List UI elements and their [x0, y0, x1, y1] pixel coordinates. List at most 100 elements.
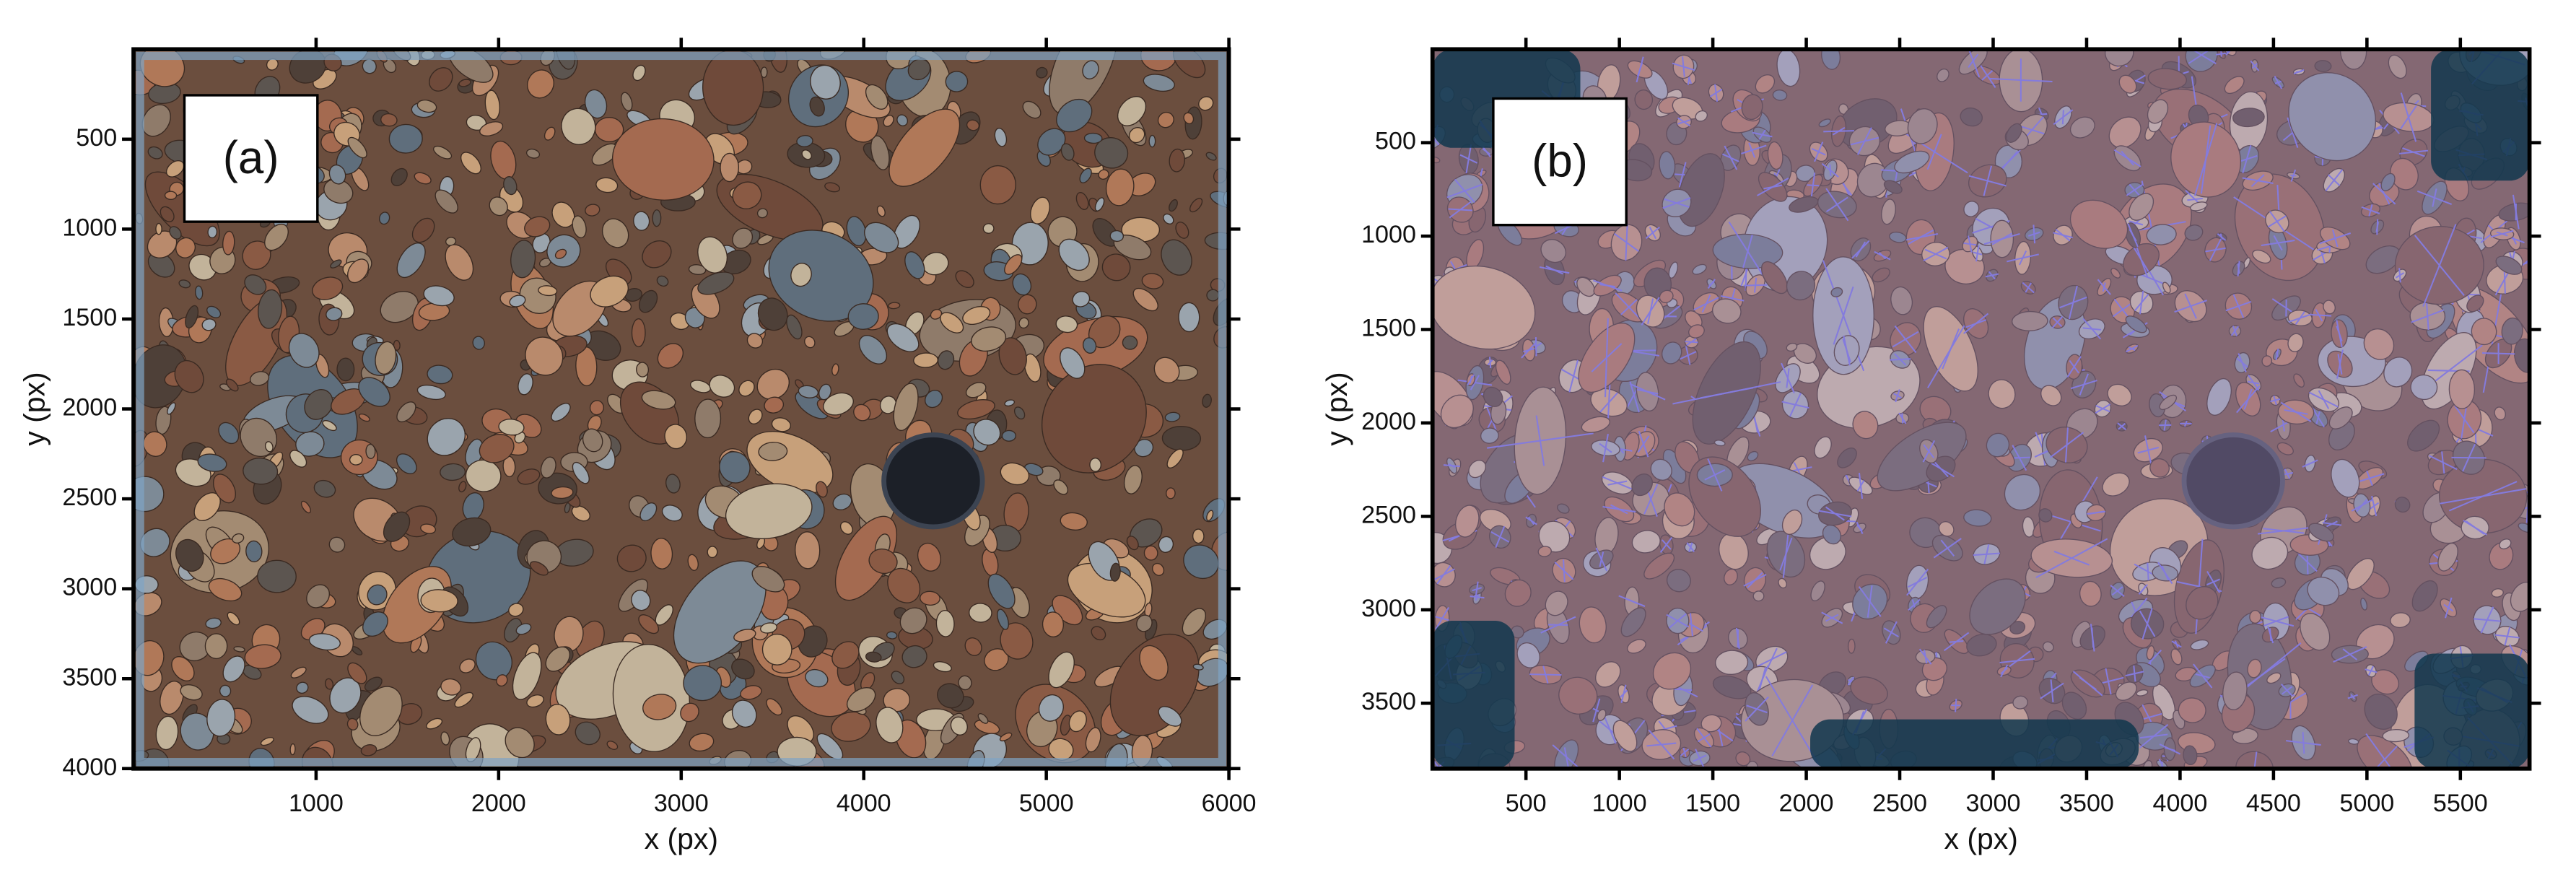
pebble: [2118, 74, 2137, 94]
pebble: [1038, 694, 1064, 722]
pebble: [1109, 633, 1200, 736]
grain-axis: [1487, 359, 1493, 366]
grain-axis: [1908, 229, 1934, 245]
grain-axis: [2326, 520, 2338, 528]
grain-axis: [2248, 380, 2260, 385]
pebble: [888, 108, 961, 187]
grain-axis: [2137, 446, 2160, 454]
pebble: [503, 176, 518, 196]
pebble: [847, 303, 879, 330]
grain-axis: [2250, 174, 2265, 188]
pebble: [336, 357, 355, 382]
grain-axis: [1965, 319, 1987, 328]
pebble: [2190, 201, 2208, 211]
pebble: [1810, 580, 1825, 602]
pebble: [1037, 128, 1066, 156]
grain-axis: [1999, 151, 2018, 173]
pebble: [997, 608, 1009, 630]
grain-axis: [2504, 627, 2511, 646]
pebble: [719, 451, 751, 484]
pebble: [289, 743, 296, 756]
pebble: [652, 209, 662, 227]
grain-axis: [2129, 220, 2144, 226]
pebble: [958, 675, 972, 691]
pebble: [197, 453, 227, 472]
x-tick-label: 2000: [1779, 790, 1834, 817]
pebble: [390, 167, 408, 186]
pebble: [554, 248, 567, 259]
pebble: [1986, 432, 2010, 458]
pebble: [930, 309, 943, 320]
pebble: [1060, 143, 1075, 161]
pebble: [185, 305, 199, 329]
pebble: [886, 323, 920, 352]
grain-axis: [2273, 395, 2277, 406]
pebble: [300, 500, 312, 514]
pebble: [937, 683, 964, 709]
pebble: [171, 656, 195, 681]
pebble: [572, 461, 590, 484]
grain-axis: [2102, 282, 2106, 292]
grain-axis: [2052, 317, 2063, 328]
pebble: [160, 681, 184, 715]
pebble: [2069, 199, 2129, 249]
grain-axis: [1610, 504, 1628, 515]
pebble: [1594, 661, 1621, 688]
grain-axis: [2328, 174, 2341, 186]
pebble: [571, 505, 590, 522]
pebble: [606, 741, 619, 750]
pebble: [657, 343, 684, 369]
pebble: [933, 661, 952, 673]
pebble: [895, 719, 927, 759]
pebble: [2363, 328, 2395, 360]
pebble: [2009, 621, 2026, 634]
pebble: [1695, 110, 1708, 122]
pebble: [920, 590, 940, 606]
grain-axis: [2134, 293, 2149, 312]
pebble: [1202, 393, 1212, 408]
grain-axis: [2184, 293, 2197, 319]
pebble: [1988, 379, 2016, 409]
pebble: [1004, 399, 1016, 407]
grain-axis: [1448, 208, 1472, 211]
grain-axis: [2305, 461, 2315, 466]
pebble: [347, 136, 367, 159]
grain-axis: [2079, 676, 2097, 691]
pebble: [1126, 536, 1139, 551]
pebble: [2364, 693, 2398, 730]
grain-axis: [2018, 250, 2027, 266]
pebble: [1937, 68, 1950, 82]
pebble: [1163, 213, 1174, 224]
y-tick-label: 3000: [1361, 595, 1416, 622]
pebble: [2495, 256, 2523, 275]
grain-axis: [2232, 326, 2237, 336]
y-tick-label: 3500: [1361, 688, 1416, 715]
pebble: [1161, 239, 1192, 276]
pebble: [893, 383, 919, 432]
grain-axis: [1693, 754, 1707, 762]
pebble: [308, 633, 341, 651]
pebble: [1023, 353, 1042, 383]
pebble: [1109, 230, 1125, 243]
pebble: [1772, 89, 1788, 101]
pebble: [233, 646, 245, 653]
grain-axis: [2237, 263, 2240, 274]
grain-axis: [2263, 528, 2305, 534]
grain-axis: [2369, 502, 2380, 510]
grain-axis: [1842, 339, 1851, 362]
grain-axis: [1591, 343, 1623, 372]
pebble: [1189, 198, 1203, 213]
pebble: [288, 333, 320, 368]
grain-axis: [1614, 232, 1639, 252]
pebble: [289, 450, 307, 468]
pebble: [887, 567, 921, 603]
x-tick-label: 4500: [2246, 790, 2301, 817]
grain-axis: [2295, 311, 2305, 325]
pebble: [621, 92, 633, 112]
pebble: [194, 285, 204, 300]
pebble: [756, 368, 790, 400]
grain-axis: [1932, 460, 1949, 478]
pebble: [1597, 709, 1607, 722]
pebble: [326, 307, 343, 321]
